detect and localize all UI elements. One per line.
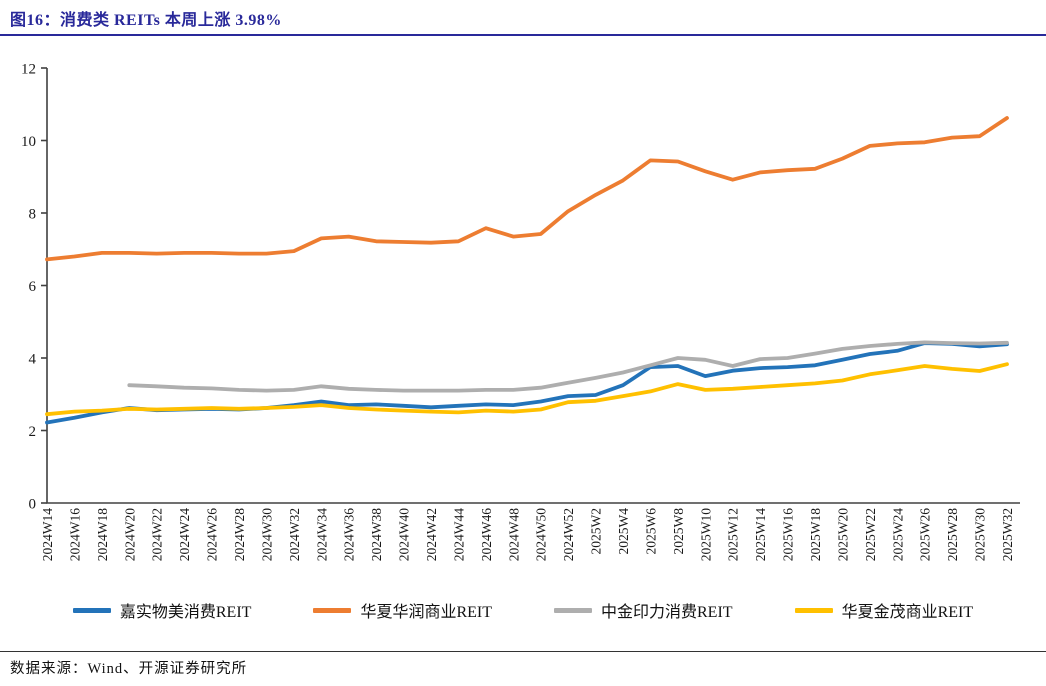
y-tick-label: 0 (29, 497, 37, 513)
reit-chart-svg: 0 2 4 6 8 10 12 2024W14 2024W16 2024W18 2024W20 202… (21, 62, 1020, 561)
x-tick-label: 2024W38 (369, 508, 384, 561)
x-tick-label: 2025W26 (918, 508, 933, 561)
y-tick-label: 4 (29, 352, 37, 368)
footer-rule (0, 651, 1046, 652)
x-tick-label: 2025W20 (835, 508, 850, 561)
x-tick-label: 2024W22 (150, 508, 165, 561)
legend-item-2: 中金印力消费REIT (554, 598, 733, 622)
legend-swatch-icon (794, 607, 833, 613)
legend-swatch-icon (313, 607, 352, 613)
x-tick-label: 2024W46 (479, 508, 494, 561)
x-tick-label: 2024W32 (287, 508, 302, 561)
legend-swatch-icon (554, 607, 592, 613)
y-tick-label: 10 (21, 134, 36, 150)
x-tick-label: 2025W6 (643, 508, 658, 555)
chart-legend: 嘉实物美消费REIT 华夏华润商业REIT 中金印力消费REIT 华夏金茂商业REIT (0, 598, 1046, 622)
x-tick-label: 2025W28 (945, 508, 960, 561)
title-rule (0, 34, 1046, 36)
x-tick-label: 2024W44 (451, 508, 466, 561)
x-tick-label: 2024W52 (561, 508, 576, 561)
x-tick-label: 2024W36 (342, 508, 357, 561)
axis-lines (46, 68, 1020, 504)
x-tick-label: 2024W26 (205, 508, 220, 561)
x-tick-label: 2025W32 (1000, 508, 1015, 561)
x-tick-label: 2025W16 (781, 508, 796, 561)
x-tick-label: 2024W14 (40, 508, 55, 561)
legend-label: 华夏华润商业REIT (360, 604, 492, 621)
x-tick-label: 2025W12 (726, 508, 741, 561)
x-tick-label: 2024W24 (177, 508, 192, 561)
x-tick-label: 2024W18 (95, 508, 110, 561)
y-tick-label: 6 (29, 279, 37, 295)
x-tick-label: 2024W30 (259, 508, 274, 561)
legend-item-0: 嘉实物美消费REIT (72, 598, 252, 622)
x-tick-label: 2024W50 (534, 508, 549, 561)
x-tick-label: 2024W28 (232, 508, 247, 561)
figure-title: 图16：消费类 REITs 本周上涨 3.98% (10, 12, 282, 29)
x-tick-label: 2024W42 (424, 508, 439, 561)
x-tick-label: 2025W10 (698, 508, 713, 561)
x-tick-label: 2024W40 (397, 508, 412, 561)
x-tick-label: 2025W2 (589, 508, 604, 555)
series-line-3 (45, 362, 1009, 417)
x-tick-label: 2025W8 (671, 508, 686, 555)
x-tick-label: 2024W48 (506, 508, 521, 561)
legend-item-1: 华夏华润商业REIT (313, 598, 492, 622)
data-source: 数据来源：Wind、开源证券研究所 (10, 661, 248, 677)
x-tick-label: 2025W24 (890, 508, 905, 561)
x-tick-label: 2025W18 (808, 508, 823, 561)
reit-line-chart: 0 2 4 6 8 10 12 2024W14 2024W16 2024W18 2024W20 202… (0, 40, 1046, 596)
x-tick-label: 2024W16 (67, 508, 82, 561)
legend-label: 华夏金茂商业REIT (841, 604, 974, 621)
legend-swatch-icon (72, 607, 111, 613)
y-tick-label: 8 (29, 207, 37, 223)
x-tick-label: 2025W30 (973, 508, 988, 561)
x-tick-label: 2024W34 (314, 508, 329, 561)
series-line-1 (45, 116, 1009, 262)
series-line-2 (127, 340, 1009, 393)
y-tick-label: 2 (29, 424, 37, 440)
x-tick-label: 2025W4 (616, 508, 631, 555)
x-tick-label: 2025W22 (863, 508, 878, 561)
legend-label: 中金印力消费REIT (601, 604, 733, 621)
legend-item-3: 华夏金茂商业REIT (794, 598, 974, 622)
legend-label: 嘉实物美消费REIT (119, 604, 252, 621)
y-tick-label: 12 (21, 62, 36, 78)
x-tick-label: 2024W20 (122, 508, 137, 561)
x-tick-label: 2025W14 (753, 508, 768, 561)
